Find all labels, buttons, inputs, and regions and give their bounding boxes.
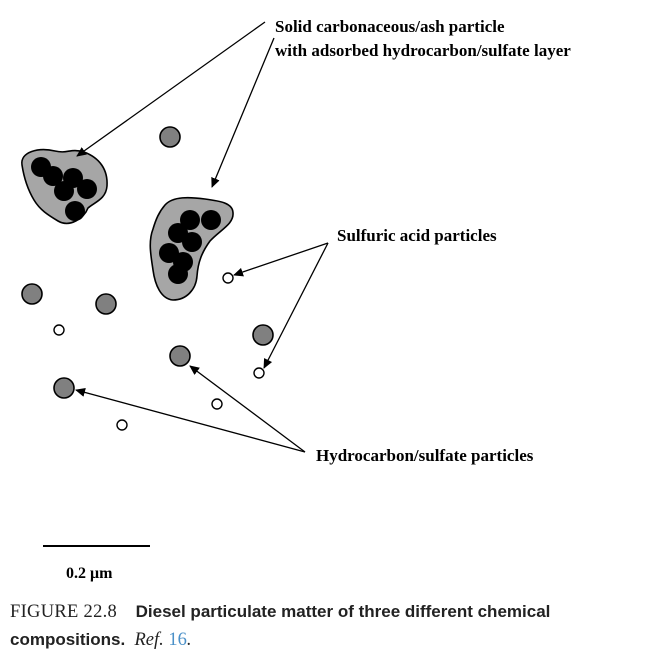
hydrocarbon-particles [21, 126, 274, 399]
arrow-to-agglomerate-1 [76, 21, 266, 157]
reference-link[interactable]: 16 [168, 630, 187, 650]
scale-bar-label: 0.2 μm [66, 565, 113, 582]
figure-number: FIGURE 22.8 [10, 602, 118, 622]
arrow-to-hydrocarbon-1 [189, 365, 306, 453]
sulfuric-acid-particle [253, 367, 265, 379]
agglomerate-label-line2: with adsorbed hydrocarbon/sulfate layer [275, 41, 571, 60]
arrow-to-sulfuric-2 [263, 242, 329, 369]
carbon-core [65, 201, 85, 221]
carbon-core [43, 166, 63, 186]
sulfuric-acid-particles [53, 272, 265, 431]
reference-suffix: . [186, 630, 192, 650]
carbon-core [77, 179, 97, 199]
hydrocarbon-particle [21, 283, 43, 305]
sulfuric-acid-particle [116, 419, 128, 431]
reference-prefix: Ref. [134, 630, 164, 650]
leader-arrows [75, 21, 329, 453]
agglomerate-particle-2 [149, 196, 234, 301]
hydrocarbon-particle [53, 377, 75, 399]
arrow-to-hydrocarbon-2 [75, 388, 306, 453]
hydrocarbon-particle [159, 126, 181, 148]
sulfuric-acid-particle [53, 324, 65, 336]
carbon-core [168, 264, 188, 284]
carbon-core [201, 210, 221, 230]
figure-caption: FIGURE 22.8 Diesel particulate matter of… [10, 598, 650, 654]
hydrocarbon-particle [169, 345, 191, 367]
carbon-core [182, 232, 202, 252]
carbon-core [54, 181, 74, 201]
sulfuric-acid-particle [222, 272, 234, 284]
figure-reference: Ref. 16. [134, 630, 191, 650]
sulfuric-acid-label: Sulfuric acid particles [337, 226, 497, 245]
hydrocarbon-particle [95, 293, 117, 315]
hydrocarbon-label: Hydrocarbon/sulfate particles [316, 446, 534, 465]
arrow-to-agglomerate-2 [211, 37, 275, 188]
scale-bar: 0.2 μm [43, 545, 150, 582]
arrow-to-sulfuric-1 [233, 242, 329, 277]
carbon-core [180, 210, 200, 230]
hydrocarbon-particle [252, 324, 274, 346]
sulfuric-acid-particle [211, 398, 223, 410]
figure-title: Diesel particulate matter of three diffe… [10, 602, 551, 649]
agglomerate-label-line1: Solid carbonaceous/ash particle [275, 17, 505, 36]
agglomerate-particle-1 [21, 148, 108, 225]
